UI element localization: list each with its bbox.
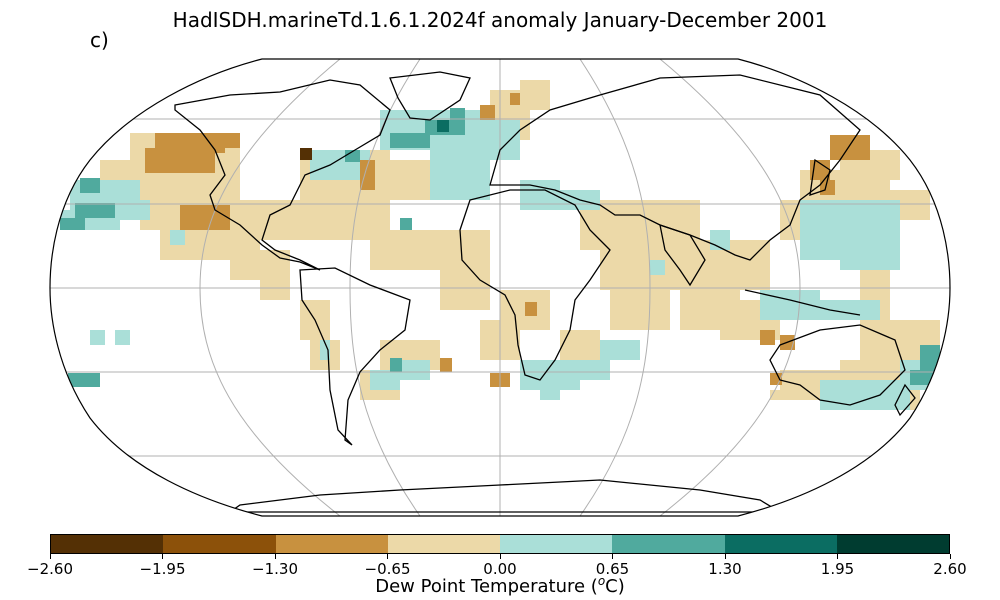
colorbar-label-prefix: Dew Point Temperature (	[375, 576, 598, 597]
colorbar-tick	[49, 554, 51, 559]
robinson-map	[49, 58, 951, 517]
cells-strong-negative	[300, 148, 312, 160]
cells-moderate-negative	[145, 93, 870, 387]
colorbar-tick-label: 1.30	[708, 560, 742, 578]
colorbar-tick	[837, 554, 838, 559]
japan-outline	[809, 158, 831, 196]
map-title: HadISDH.marineTd.1.6.1.2024f anomaly Jan…	[172, 8, 828, 32]
colorbar-label-suffix: C)	[605, 576, 625, 597]
colorbar-tick-label: 0.65	[595, 560, 630, 578]
antarctica-outline	[227, 479, 783, 513]
colorbar-tick-label: −0.65	[364, 560, 411, 578]
south-america-outline	[299, 267, 411, 446]
colorbar-label: Dew Point Temperature (oC)	[0, 574, 1000, 597]
new-zealand-outline	[894, 383, 916, 417]
colorbar-tick-label: −2.60	[27, 560, 73, 578]
colorbar-tick	[499, 554, 501, 559]
colorbar-tick	[162, 554, 163, 559]
colorbar-segment-2	[275, 535, 388, 553]
indonesia-outline	[744, 289, 861, 316]
colorbar-tick	[724, 554, 726, 559]
colorbar	[50, 534, 950, 554]
colorbar-tick-label: 1.95	[820, 560, 855, 578]
colorbar-label-unit-sup: o	[597, 574, 606, 588]
colorbar-tick	[949, 554, 951, 559]
colorbar-segment-6	[724, 535, 837, 553]
colorbar-tick-label: −1.95	[139, 560, 186, 578]
coastlines	[174, 71, 916, 513]
colorbar-tick-label: 0.00	[483, 560, 517, 578]
colorbar-segment-0	[51, 535, 164, 553]
globe-border	[49, 58, 951, 517]
graticule	[50, 59, 950, 516]
india-outline	[659, 224, 706, 287]
colorbar-ticks: −2.60 −1.95 −1.30 −0.65 0.00 0.65 1.30 1.95 2.60	[27, 554, 967, 578]
colorbar-segment-3	[387, 535, 500, 553]
panel-label: c)	[90, 28, 109, 52]
eurasia-outline	[489, 74, 861, 261]
colorbar-segment-7	[836, 535, 949, 553]
colorbar-tick-label: −1.30	[252, 560, 298, 578]
colorbar-segment-4	[500, 535, 613, 553]
africa-outline	[459, 189, 611, 381]
north-america-outline	[174, 79, 391, 271]
greenland-outline	[389, 71, 471, 121]
colorbar-tick	[387, 554, 388, 559]
australia-outline	[769, 324, 906, 406]
colorbar-tick-label: 2.60	[933, 560, 967, 578]
colorbar-segment-1	[163, 535, 276, 553]
colorbar-tick	[612, 554, 613, 559]
cells-strong-positive	[437, 120, 449, 132]
colorbar-segment-5	[612, 535, 725, 553]
colorbar-tick	[274, 554, 276, 559]
anomaly-cells	[60, 80, 940, 410]
